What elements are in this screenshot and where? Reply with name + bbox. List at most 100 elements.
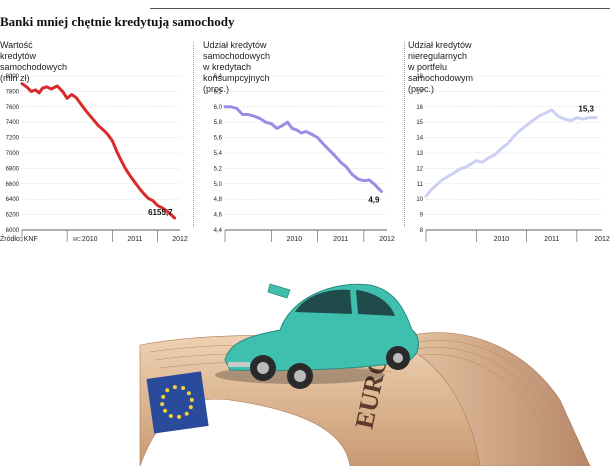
y-tick-label: 7000	[6, 151, 20, 157]
data-point	[481, 161, 484, 164]
data-point	[138, 187, 141, 190]
data-point	[465, 166, 468, 168]
data-point	[170, 213, 172, 216]
data-point	[270, 122, 273, 125]
data-point	[455, 170, 457, 173]
car-on-banknotes-illustration: EURO	[139, 283, 591, 466]
data-point	[93, 119, 96, 122]
y-tick-label: 18	[416, 74, 423, 80]
data-point	[538, 115, 540, 117]
x-tick-label: 2012	[594, 236, 610, 243]
y-tick-label: 7800	[6, 89, 20, 95]
data-point	[334, 155, 336, 157]
data-point	[129, 175, 132, 177]
data-point	[66, 97, 68, 100]
data-point	[300, 132, 303, 134]
data-point	[34, 89, 37, 91]
data-point	[582, 118, 584, 120]
data-point	[351, 173, 354, 176]
data-point	[316, 136, 319, 139]
y-tick-label: 6,0	[214, 105, 223, 111]
y-tick-label: 13	[416, 151, 423, 157]
data-point	[143, 193, 145, 195]
data-point	[525, 124, 528, 127]
data-point	[357, 178, 360, 180]
chart-title: Wartość kredytów samochodowych (mln zł)	[0, 40, 68, 83]
data-point	[21, 82, 23, 85]
data-point	[276, 127, 278, 130]
y-tick-label: 9	[420, 213, 424, 219]
data-point	[295, 129, 298, 131]
data-point	[345, 166, 348, 168]
data-point	[46, 85, 48, 88]
data-point	[111, 139, 114, 142]
data-point	[374, 184, 377, 187]
data-point	[460, 167, 462, 170]
series-line	[424, 108, 598, 198]
panel-separator	[193, 42, 194, 227]
data-point	[425, 195, 427, 197]
y-tick-label: 4,4	[214, 228, 223, 234]
panel-separator	[404, 42, 405, 227]
chart-consumer-share: 4,4 4,6 4,8 5,0 5,2 5,4 5,6 5,8 6,0 6,2 6,4 2010 201…	[214, 74, 395, 243]
y-tick-label: 15	[416, 120, 423, 126]
end-value-label: 6155,7	[148, 208, 173, 217]
data-point	[445, 176, 447, 179]
data-point	[286, 121, 289, 123]
data-point	[440, 179, 442, 182]
y-tick-label: 5,8	[214, 120, 223, 126]
y-tick-label: 4,8	[214, 197, 223, 203]
data-point	[450, 173, 452, 176]
x-tick-label: 2011	[127, 236, 142, 243]
y-tick-label: 14	[416, 136, 423, 142]
chart-irregular-share: 8 9 10 11 12 13 14 15 16 17 18 2010 2011 2012 15,3	[416, 74, 610, 243]
y-tick-label: 7400	[6, 120, 20, 126]
data-point	[125, 168, 127, 170]
data-point	[84, 109, 86, 111]
y-tick-label: 17	[416, 89, 423, 95]
data-point	[241, 113, 244, 116]
x-tick-label: 2012	[379, 236, 395, 243]
y-tick-label: 7600	[6, 105, 20, 111]
chart-title: Udział kredytów samochodowych w kredytac…	[203, 40, 271, 94]
y-tick-label: 5,2	[214, 166, 223, 172]
data-point	[595, 116, 597, 119]
data-point	[430, 189, 432, 191]
x-tick-label: 2011	[333, 236, 348, 243]
data-point	[470, 162, 473, 165]
data-point	[161, 206, 163, 209]
data-point	[513, 135, 515, 137]
y-tick-label: 6,4	[214, 74, 223, 80]
data-point	[120, 159, 123, 162]
eu-stars	[160, 385, 194, 419]
data-point	[147, 197, 150, 200]
page-title: Banki mniej chętnie kredytują samochody	[0, 14, 235, 29]
y-tick-label: 6400	[6, 197, 20, 203]
y-tick-label: 6600	[6, 182, 20, 188]
data-point	[247, 113, 249, 116]
data-point	[134, 181, 136, 184]
series-line	[20, 82, 177, 220]
data-point	[550, 109, 553, 111]
chart-title: Udział kredytów nieregularnych w portfel…	[408, 40, 474, 94]
data-point	[519, 129, 522, 131]
data-point	[305, 130, 307, 133]
data-point	[506, 142, 509, 145]
data-point	[500, 147, 503, 150]
x-tick-label: 2011	[544, 236, 559, 243]
data-point	[106, 133, 109, 136]
y-tick-label: 8	[420, 228, 424, 234]
data-point	[229, 106, 232, 108]
source-note: Źródło: KNF	[0, 236, 38, 243]
data-point	[152, 199, 154, 202]
y-tick-label: 10	[416, 197, 423, 203]
data-point	[26, 86, 29, 89]
end-value-label: 15,3	[578, 105, 594, 114]
y-tick-label: 6000	[6, 228, 20, 234]
data-point	[75, 96, 77, 99]
y-tick-label: 11	[417, 182, 424, 188]
data-point	[50, 88, 53, 90]
data-point	[165, 209, 168, 212]
data-point	[264, 121, 267, 123]
data-point	[30, 90, 32, 93]
